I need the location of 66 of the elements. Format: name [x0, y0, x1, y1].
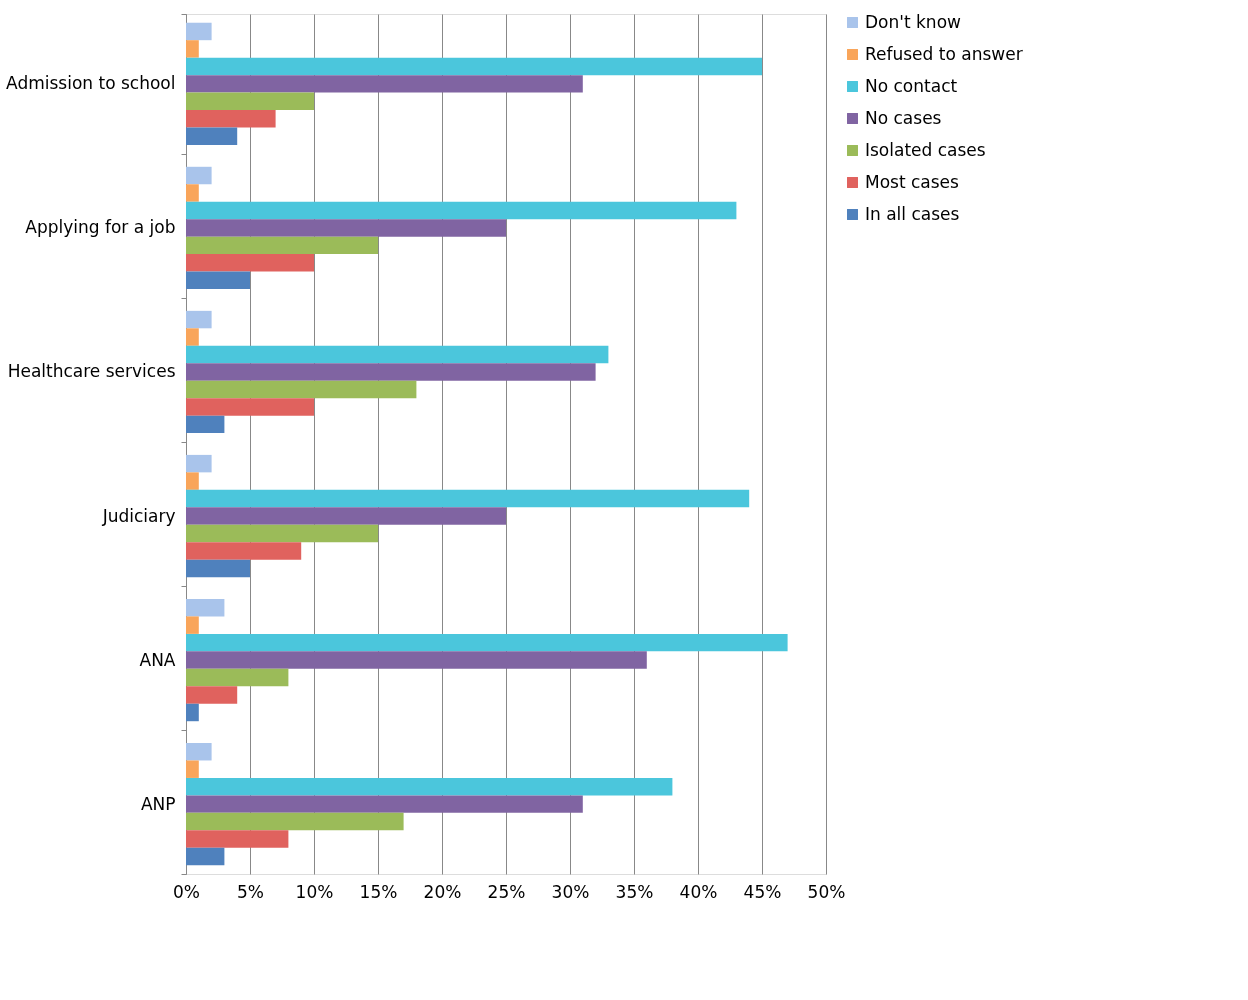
- bar: [186, 454, 212, 473]
- bar: [186, 310, 212, 329]
- legend-label: In all cases: [865, 203, 960, 224]
- bar: [186, 184, 199, 202]
- bar: [186, 686, 238, 704]
- bar: [186, 830, 289, 848]
- legend-label: Don't know: [865, 11, 962, 32]
- bar: [186, 633, 788, 652]
- bar: [186, 40, 199, 58]
- bar: [186, 201, 737, 220]
- bar: [186, 598, 225, 617]
- bar: [186, 380, 417, 399]
- bar: [186, 127, 238, 145]
- x-tick-label: 10%: [295, 881, 334, 902]
- x-tick-label: 25%: [487, 881, 526, 902]
- x-tick-label: 40%: [679, 881, 718, 902]
- bar: [186, 668, 289, 687]
- bar: [186, 110, 276, 128]
- bar: [186, 489, 750, 508]
- x-tick-label: 30%: [551, 881, 590, 902]
- bar: [186, 616, 199, 634]
- bar: [186, 847, 225, 866]
- legend-label: Refused to answer: [865, 43, 1023, 64]
- bar: [186, 507, 506, 525]
- x-tick-label: 50%: [807, 881, 846, 902]
- bar: [186, 22, 212, 41]
- legend-label: Isolated cases: [865, 139, 986, 160]
- legend-label: No contact: [865, 75, 958, 96]
- bar: [186, 777, 673, 796]
- x-tick-label: 20%: [423, 881, 462, 902]
- bar: [186, 328, 199, 346]
- bar: [186, 415, 225, 434]
- bar: [186, 703, 199, 722]
- y-tick-label: Judiciary: [101, 505, 176, 526]
- bar: [186, 363, 596, 381]
- bar: [186, 542, 302, 560]
- bar: [186, 559, 250, 578]
- bar: [186, 524, 378, 543]
- bar: [186, 398, 314, 416]
- bar: [186, 92, 314, 111]
- bar: [186, 75, 583, 93]
- bar: [186, 795, 583, 813]
- bar: [186, 166, 212, 185]
- legend-label: Most cases: [865, 171, 960, 192]
- bar: [186, 236, 378, 255]
- bar: [186, 760, 199, 778]
- bar: [186, 743, 212, 761]
- bar: [186, 219, 506, 237]
- bar: [186, 271, 250, 290]
- x-tick-label: 35%: [615, 881, 654, 902]
- y-tick-label: Healthcare services: [7, 361, 176, 382]
- y-tick-label: ANP: [140, 793, 176, 814]
- bar: [186, 812, 404, 831]
- legend-label: No cases: [865, 107, 942, 128]
- y-tick-label: Applying for a job: [25, 217, 176, 238]
- x-tick-label: 45%: [743, 881, 782, 902]
- bar: [186, 254, 314, 272]
- x-tick-label: 0%: [173, 881, 200, 902]
- bar: [186, 57, 762, 76]
- x-tick-label: 15%: [359, 881, 398, 902]
- x-tick-label: 5%: [237, 881, 264, 902]
- bar: [186, 345, 609, 364]
- bar: [186, 472, 199, 490]
- bar: [186, 651, 647, 669]
- y-tick-label: Admission to school: [6, 73, 176, 94]
- y-tick-label: ANA: [139, 649, 176, 670]
